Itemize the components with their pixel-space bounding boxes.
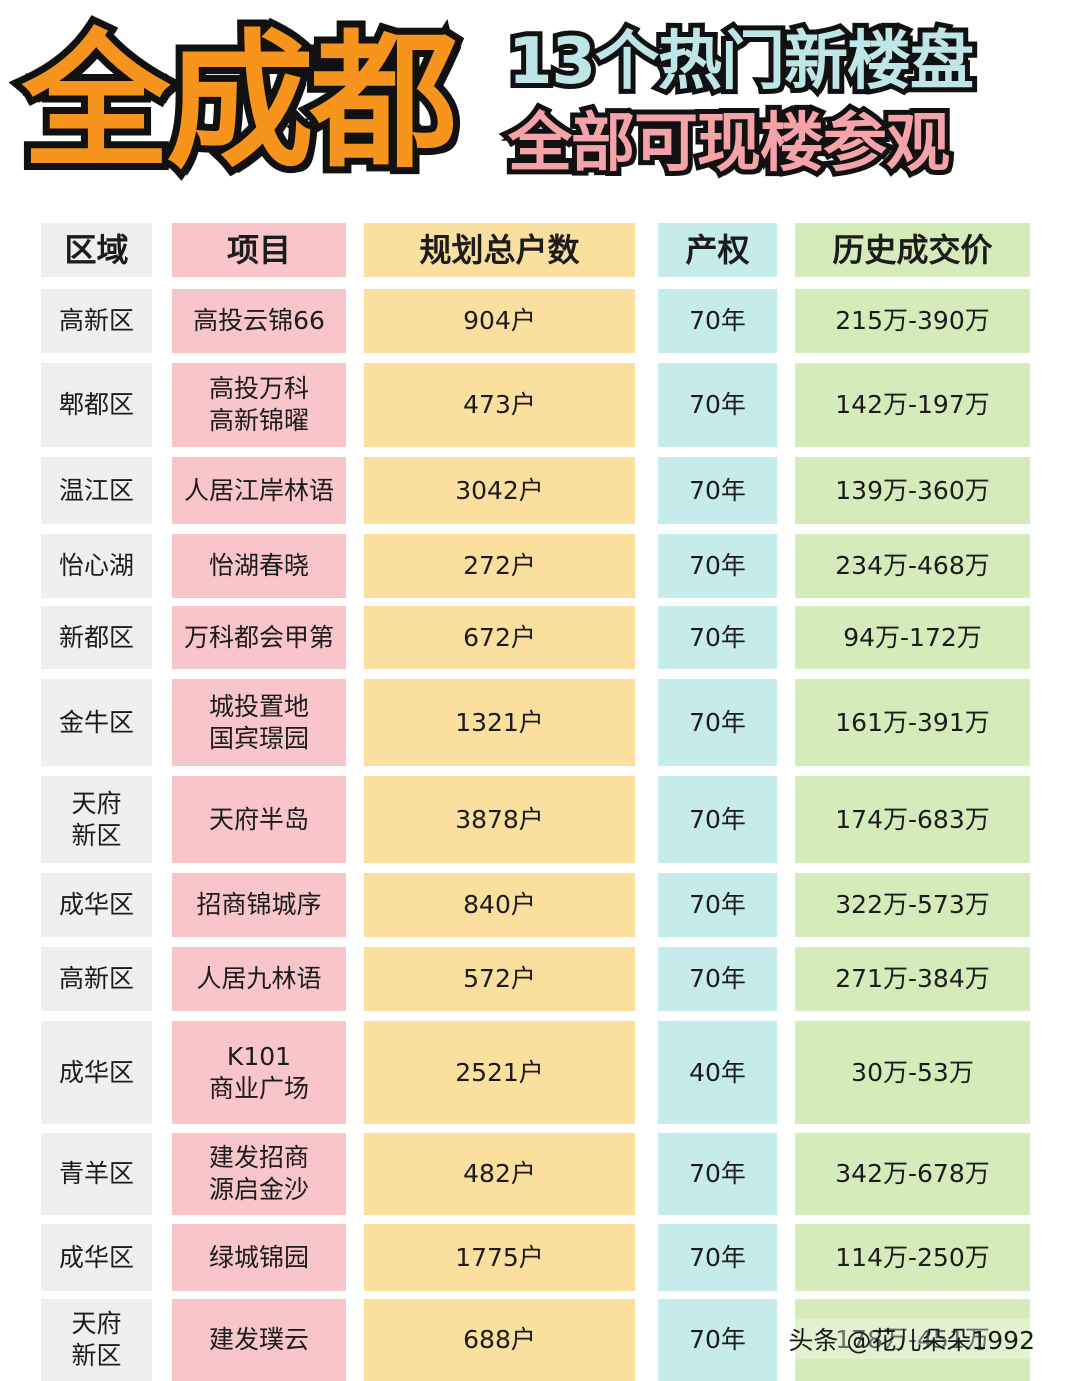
table-cell-right: 70年 bbox=[658, 363, 777, 447]
table-cell-project: 高投云锦66 bbox=[172, 289, 346, 353]
table-cell-district: 温江区 bbox=[41, 457, 152, 524]
table-cell-project: 天府半岛 bbox=[172, 776, 346, 863]
table-cell-district: 郫都区 bbox=[41, 363, 152, 447]
table-cell-price: 322万-573万 bbox=[795, 873, 1030, 937]
table-cell-district: 成华区 bbox=[41, 1224, 152, 1291]
column-header-project: 项目 bbox=[172, 223, 346, 277]
table-cell-right: 70年 bbox=[658, 679, 777, 766]
table-cell-right: 70年 bbox=[658, 606, 777, 669]
table-cell-units: 840户 bbox=[364, 873, 635, 937]
table-cell-district: 青羊区 bbox=[41, 1133, 152, 1215]
table-cell-project: 建发招商 源启金沙 bbox=[172, 1133, 346, 1215]
column-header-units: 规划总户数 bbox=[364, 223, 635, 277]
table-cell-right: 70年 bbox=[658, 534, 777, 598]
column-header-right: 产权 bbox=[658, 223, 777, 277]
table-cell-right: 70年 bbox=[658, 1133, 777, 1215]
table-cell-right: 70年 bbox=[658, 289, 777, 353]
table-cell-right: 70年 bbox=[658, 457, 777, 524]
table-cell-district: 高新区 bbox=[41, 947, 152, 1011]
table-cell-right: 70年 bbox=[658, 1299, 777, 1381]
table-cell-district: 天府 新区 bbox=[41, 1299, 152, 1381]
table-cell-project: 怡湖春晓 bbox=[172, 534, 346, 598]
table-cell-price: 30万-53万 bbox=[795, 1021, 1030, 1124]
table-cell-units: 3042户 bbox=[364, 457, 635, 524]
title-subtitle-1: 13个热门新楼盘 bbox=[503, 20, 979, 104]
table-cell-project: 人居江岸林语 bbox=[172, 457, 346, 524]
table-cell-units: 904户 bbox=[364, 289, 635, 353]
table-cell-units: 688户 bbox=[364, 1299, 635, 1381]
table-cell-price: 342万-678万 bbox=[795, 1133, 1030, 1215]
table-cell-units: 482户 bbox=[364, 1133, 635, 1215]
table-cell-district: 金牛区 bbox=[41, 679, 152, 766]
table-cell-right: 70年 bbox=[658, 947, 777, 1011]
watermark-text: 头条 @花儿朵朵1992 bbox=[784, 1319, 1039, 1359]
title-subtitle-2: 全部可现楼参观 bbox=[503, 102, 955, 186]
table-cell-district: 成华区 bbox=[41, 873, 152, 937]
table-cell-price: 161万-391万 bbox=[795, 679, 1030, 766]
table-cell-price: 271万-384万 bbox=[795, 947, 1030, 1011]
table-cell-units: 1775户 bbox=[364, 1224, 635, 1291]
table-cell-project: 招商锦城序 bbox=[172, 873, 346, 937]
table-cell-price: 114万-250万 bbox=[795, 1224, 1030, 1291]
table-cell-price: 139万-360万 bbox=[795, 457, 1030, 524]
table-cell-units: 272户 bbox=[364, 534, 635, 598]
table-cell-units: 1321户 bbox=[364, 679, 635, 766]
table-cell-units: 3878户 bbox=[364, 776, 635, 863]
table-cell-right: 70年 bbox=[658, 776, 777, 863]
table-cell-price: 174万-683万 bbox=[795, 776, 1030, 863]
table-cell-units: 2521户 bbox=[364, 1021, 635, 1124]
table-cell-project: 城投置地 国宾璟园 bbox=[172, 679, 346, 766]
table-cell-project: 建发璞云 bbox=[172, 1299, 346, 1381]
column-header-district: 区域 bbox=[41, 223, 152, 277]
table-cell-project: 绿城锦园 bbox=[172, 1224, 346, 1291]
title-main: 全成都 bbox=[15, 9, 465, 195]
table-cell-price: 142万-197万 bbox=[795, 363, 1030, 447]
table-cell-price: 94万-172万 bbox=[795, 606, 1030, 669]
table-cell-district: 成华区 bbox=[41, 1021, 152, 1124]
column-header-price: 历史成交价 bbox=[795, 223, 1030, 277]
table-cell-right: 40年 bbox=[658, 1021, 777, 1124]
table-cell-price: 234万-468万 bbox=[795, 534, 1030, 598]
table-cell-units: 672户 bbox=[364, 606, 635, 669]
table-cell-price: 215万-390万 bbox=[795, 289, 1030, 353]
table-cell-price: 178万-451万 bbox=[795, 1299, 1030, 1381]
table-cell-units: 473户 bbox=[364, 363, 635, 447]
table-cell-project: 人居九林语 bbox=[172, 947, 346, 1011]
table-cell-district: 新都区 bbox=[41, 606, 152, 669]
table-cell-right: 70年 bbox=[658, 873, 777, 937]
table-cell-project: 高投万科 高新锦曜 bbox=[172, 363, 346, 447]
table-cell-project: K101 商业广场 bbox=[172, 1021, 346, 1124]
table-cell-district: 天府 新区 bbox=[41, 776, 152, 863]
table-cell-right: 70年 bbox=[658, 1224, 777, 1291]
table-cell-units: 572户 bbox=[364, 947, 635, 1011]
table-cell-district: 怡心湖 bbox=[41, 534, 152, 598]
table-cell-district: 高新区 bbox=[41, 289, 152, 353]
table-cell-project: 万科都会甲第 bbox=[172, 606, 346, 669]
